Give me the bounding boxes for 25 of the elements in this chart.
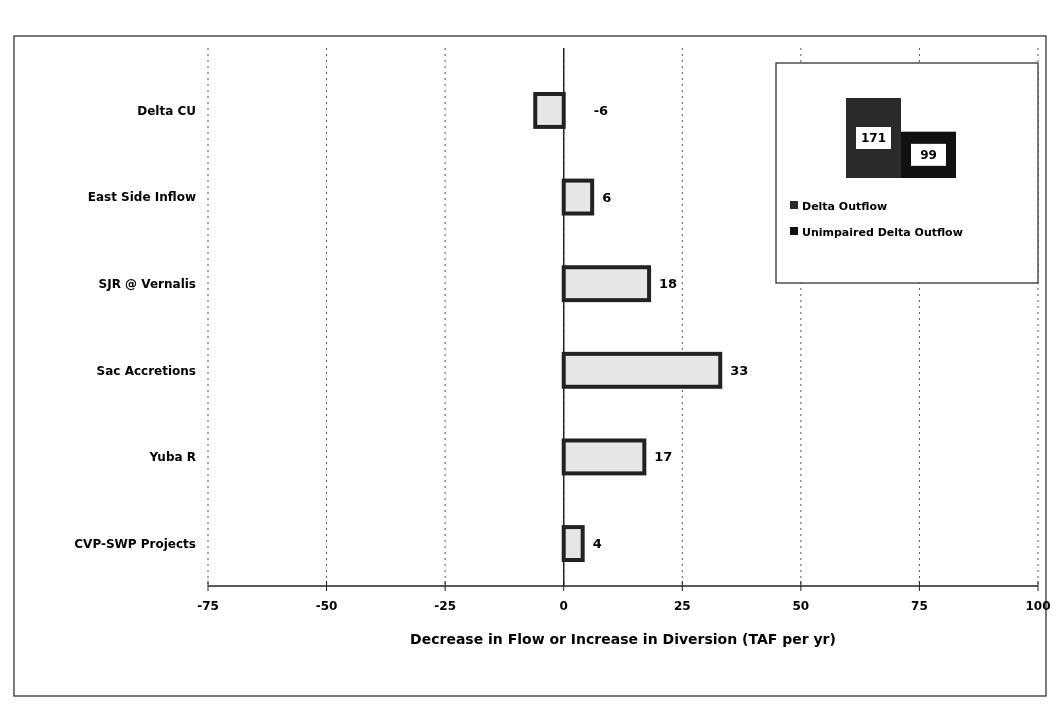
y-tick-label: Yuba R: [148, 450, 196, 465]
data-label: 4: [592, 536, 602, 552]
legend-label: Unimpaired Delta Outflow: [802, 225, 963, 239]
x-tick-label: 25: [673, 599, 691, 613]
data-label: 99: [920, 148, 937, 163]
x-tick-label: 0: [559, 599, 568, 613]
data-label: 171: [860, 131, 887, 146]
y-tick-label: East Side Inflow: [87, 190, 196, 205]
x-tick-label: -50: [315, 599, 338, 613]
x-axis-title: Decrease in Flow or Increase in Diversion (TAF per yr): [410, 631, 836, 647]
y-tick-label: CVP-SWP Projects: [74, 536, 196, 551]
data-label: 18: [659, 276, 678, 292]
x-tick-label: -25: [434, 599, 456, 613]
data-label: -6: [593, 102, 609, 118]
x-tick-label: 100: [1025, 599, 1051, 613]
x-tick-label: -75: [197, 599, 219, 613]
data-label: 33: [730, 362, 749, 378]
x-tick-label: 50: [792, 599, 810, 613]
y-tick-label: SJR @ Vernalis: [98, 276, 196, 291]
legend-label: Delta Outflow: [802, 199, 888, 213]
data-label: 6: [602, 189, 612, 205]
data-label: 17: [654, 449, 673, 465]
x-tick-label: 75: [911, 599, 928, 613]
y-tick-label: Sac Accretions: [96, 363, 196, 378]
y-tick-label: Delta CU: [137, 103, 196, 118]
